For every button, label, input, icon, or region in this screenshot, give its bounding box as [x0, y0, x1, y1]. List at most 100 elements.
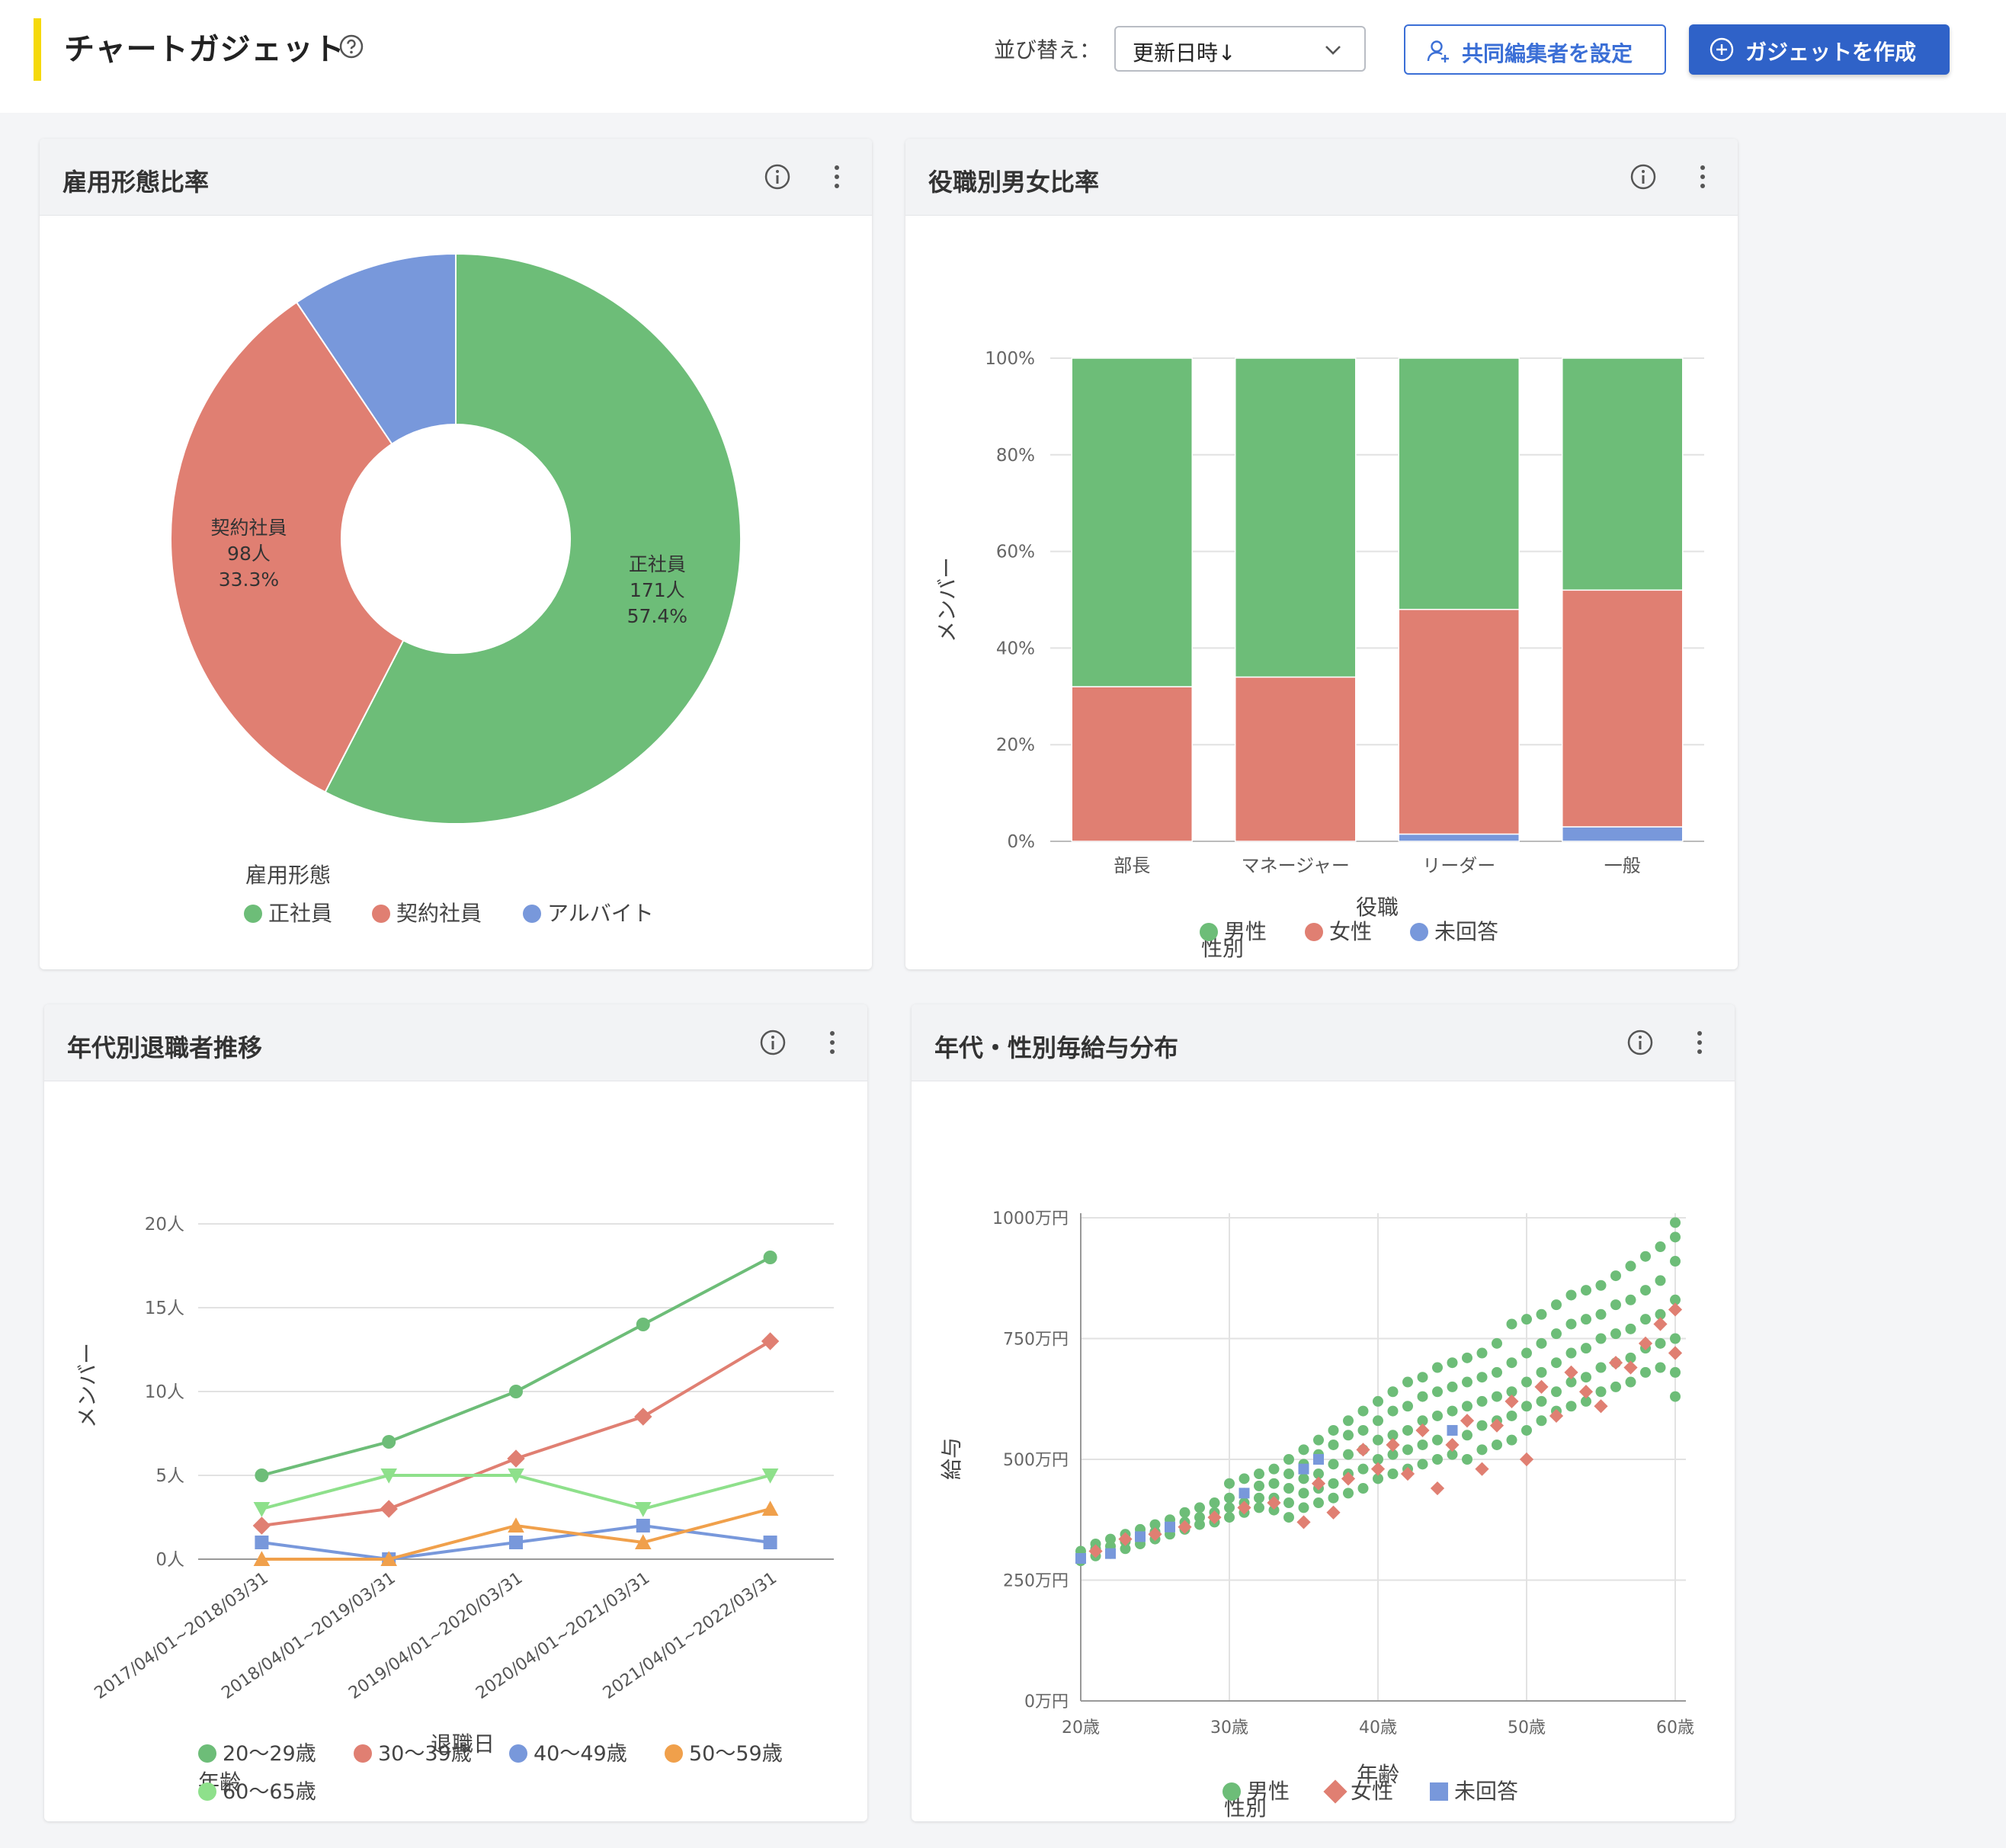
data-point [1549, 1408, 1564, 1424]
data-point [1357, 1483, 1369, 1494]
data-point [1521, 1314, 1532, 1325]
data-point [1625, 1294, 1636, 1305]
data-point [1476, 1372, 1488, 1383]
data-point [1254, 1502, 1264, 1513]
data-point [1254, 1492, 1264, 1504]
data-point [1581, 1314, 1591, 1325]
data-point [1105, 1533, 1116, 1545]
data-point [1313, 1468, 1324, 1480]
x-tick-label: 60歳 [1656, 1718, 1694, 1738]
legend-title: 雇用形態 [245, 863, 331, 888]
data-point [1655, 1308, 1666, 1320]
legend-label: 20〜29歳 [223, 1742, 316, 1766]
data-point [1430, 1481, 1445, 1496]
bar-segment [1398, 608, 1520, 835]
set-collaborators-button[interactable]: 共同編集者を設定 [1404, 24, 1666, 75]
panel-header: 年代・性別毎給与分布 [912, 1004, 1735, 1081]
data-point [1268, 1463, 1280, 1475]
data-point [1506, 1410, 1517, 1421]
data-point [1521, 1376, 1532, 1388]
data-point [1506, 1386, 1517, 1398]
pie-data-label: 正社員 [629, 553, 686, 575]
data-point [1581, 1343, 1591, 1354]
y-tick-label: 60% [996, 543, 1035, 562]
data-point [1445, 1437, 1460, 1452]
data-point [1640, 1314, 1651, 1325]
data-point [1519, 1452, 1534, 1467]
y-tick-label: 10人 [145, 1382, 184, 1402]
info-circle-icon[interactable] [759, 1029, 787, 1056]
data-point [1564, 1365, 1578, 1379]
data-point [1506, 1357, 1517, 1369]
data-point [1165, 1521, 1175, 1533]
data-point [1135, 1531, 1146, 1542]
create-gadget-button[interactable]: ガジェットを作成 [1689, 24, 1950, 75]
data-point [1298, 1502, 1309, 1513]
bar-segment [1398, 833, 1520, 842]
data-point [1610, 1381, 1621, 1392]
legend-marker [1200, 923, 1218, 941]
info-circle-icon[interactable] [1626, 1029, 1654, 1056]
bar-segment [1071, 357, 1193, 687]
vertical-ellipsis-icon[interactable] [825, 1029, 840, 1056]
data-point [1118, 1532, 1133, 1546]
data-point [1594, 1399, 1608, 1414]
data-point [1492, 1439, 1502, 1450]
data-point [1224, 1502, 1235, 1513]
info-circle-icon[interactable] [764, 163, 791, 191]
data-point [1432, 1434, 1443, 1446]
pie-data-label: 171人 [630, 579, 685, 601]
data-point [1655, 1241, 1666, 1253]
plus-circle-icon [1710, 37, 1734, 62]
data-point [1402, 1424, 1413, 1436]
data-point [1595, 1333, 1607, 1344]
data-point [1237, 1500, 1251, 1515]
vertical-ellipsis-icon[interactable] [829, 163, 844, 191]
data-point [1373, 1395, 1383, 1407]
vertical-ellipsis-icon[interactable] [1695, 163, 1710, 191]
x-tick-label: 50歳 [1508, 1718, 1546, 1738]
data-point [380, 1468, 397, 1484]
data-point [1492, 1391, 1502, 1402]
data-point [1551, 1357, 1562, 1369]
legend-item: 男性 [1200, 919, 1267, 944]
chevron-down-icon [1325, 46, 1341, 55]
pie-data-label: 契約社員 [210, 517, 287, 539]
data-point [1462, 1430, 1472, 1441]
pie-data-label: 57.4% [627, 605, 687, 627]
help-circle-icon[interactable] [338, 34, 364, 59]
data-point [1402, 1376, 1413, 1388]
x-tick-label: 20歳 [1062, 1718, 1100, 1738]
data-point [1534, 1379, 1549, 1394]
vertical-ellipsis-icon[interactable] [1692, 1029, 1707, 1056]
data-point [1357, 1405, 1369, 1417]
data-point [1343, 1430, 1354, 1441]
data-point [1653, 1317, 1668, 1331]
legend-marker [1323, 1779, 1347, 1804]
pie-data-label: 33.3% [219, 568, 279, 591]
data-point [1595, 1386, 1607, 1398]
data-point [382, 1435, 396, 1449]
data-point [1254, 1468, 1264, 1480]
data-point [1536, 1395, 1547, 1407]
data-point [1462, 1454, 1472, 1465]
panel-header: 年代別退職者推移 [44, 1004, 867, 1081]
data-point [255, 1536, 269, 1549]
data-point [1298, 1463, 1309, 1475]
y-tick-label: 20人 [145, 1215, 184, 1235]
bar-segment [1071, 686, 1193, 842]
data-point [380, 1551, 397, 1566]
data-point [1551, 1328, 1562, 1340]
sort-select[interactable]: 更新日時↓ [1114, 26, 1366, 72]
data-point [763, 1536, 777, 1549]
info-circle-icon[interactable] [1629, 163, 1657, 191]
sort-label: 並び替え： [994, 37, 1101, 62]
data-point [1462, 1401, 1472, 1412]
series-line [261, 1256, 771, 1477]
data-point [508, 1468, 524, 1484]
data-point [1417, 1372, 1428, 1383]
data-point [1670, 1294, 1681, 1305]
legend-marker [509, 1744, 527, 1763]
data-point [253, 1551, 271, 1566]
